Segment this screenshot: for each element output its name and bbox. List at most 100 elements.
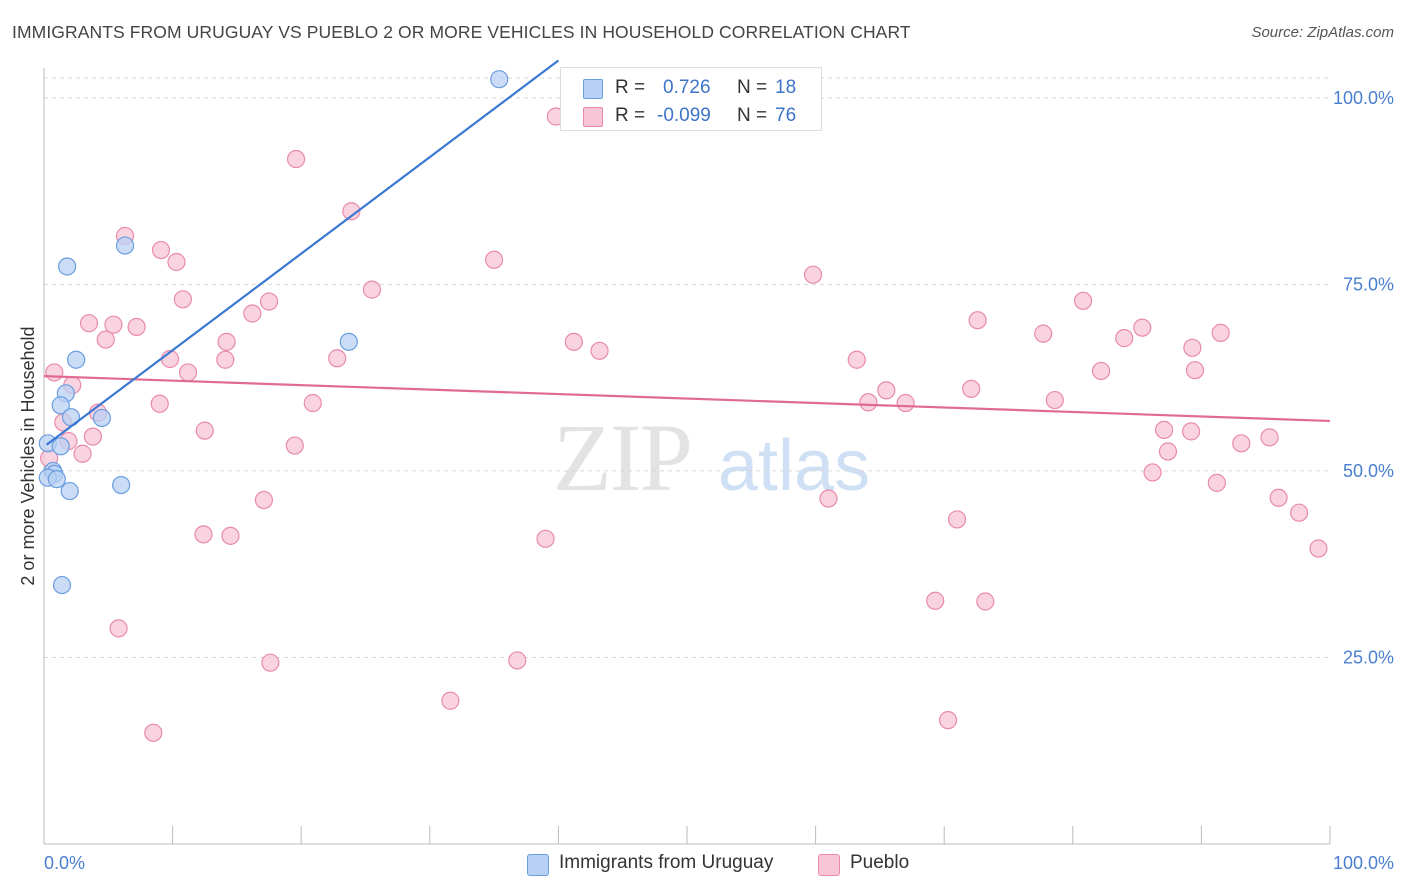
watermark-zip: ZIP (553, 404, 691, 511)
scatter-point (151, 240, 171, 260)
scatter-point (127, 317, 146, 337)
source-credit: Source: ZipAtlas.com (1251, 24, 1394, 41)
legend-r-value: 0.726 (663, 77, 711, 98)
scatter-point (194, 525, 213, 544)
scatter-point (73, 444, 92, 463)
x-ticks (43, 826, 1331, 844)
scatter-point (167, 252, 186, 272)
scatter-point (45, 363, 64, 382)
scatter-point (150, 394, 169, 413)
gridlines (44, 77, 1330, 658)
trend-line-pueblo (43, 375, 1331, 423)
scatter-point (490, 70, 509, 89)
scatter-point (1309, 539, 1328, 558)
scatter-point (485, 250, 504, 269)
scatter-point (96, 330, 115, 349)
scatter-point (1260, 428, 1279, 447)
scatter-point (47, 470, 66, 489)
legend-n-label: N = (737, 77, 768, 98)
scatter-point (285, 436, 304, 455)
scatter-point (1232, 434, 1251, 453)
scatter-point (52, 575, 72, 595)
scatter-point (938, 711, 958, 730)
scatter-point (441, 691, 460, 710)
scatter-point (1185, 361, 1205, 380)
scatter-point (536, 529, 555, 548)
scatter-point (216, 350, 235, 369)
scatter-point (1182, 422, 1201, 441)
scatter-point (195, 421, 214, 440)
y-axis-label: 2 or more Vehicles in Household (18, 326, 38, 585)
scatter-point (109, 619, 128, 638)
legend-n-label: N = (737, 105, 768, 126)
scatter-point (819, 489, 838, 508)
scatter-point (564, 332, 583, 351)
legend-row-uruguay: R = 0.726 N = 18 (561, 73, 821, 101)
scatter-point (173, 290, 192, 309)
scatter-point (947, 510, 967, 529)
scatter-point (221, 526, 240, 545)
scatter-point (1045, 390, 1064, 410)
x-tick-label-max: 100.0% (1333, 853, 1394, 873)
y-tick-label: 100.0% (1333, 88, 1394, 108)
scatter-point (877, 381, 896, 400)
scatter-point (1290, 503, 1309, 522)
watermark: ZIP atlas (553, 404, 870, 511)
scatter-point (115, 236, 135, 255)
scatter-point (362, 280, 382, 299)
scatter-point (51, 437, 70, 456)
scatter-point (112, 476, 131, 495)
scatter-point (1115, 329, 1134, 348)
scatter-point (261, 653, 280, 672)
scatter-point (1073, 291, 1093, 310)
scatter-point (1207, 473, 1226, 492)
stats-legend: R = 0.726 N = 18 R = -0.099 N = 76 (560, 67, 822, 131)
scatter-point (217, 332, 236, 351)
y-tick-label: 50.0% (1343, 461, 1394, 481)
scatter-point (803, 265, 823, 284)
scatter-point (243, 304, 262, 323)
scatter-point (79, 314, 99, 333)
scatter-point (896, 393, 915, 413)
y-tick-label: 75.0% (1343, 274, 1394, 294)
scatter-point (1133, 318, 1152, 337)
scatter-point (1211, 323, 1230, 342)
legend-r-label: R = (615, 77, 646, 98)
scatter-point (67, 350, 86, 369)
scatter-point (92, 408, 111, 428)
scatter-point (508, 651, 527, 670)
scatter-point (968, 311, 987, 330)
legend-swatch-uruguay (527, 854, 549, 876)
scatter-point (926, 591, 945, 610)
scatter-point (254, 490, 274, 510)
scatter-point (303, 393, 322, 413)
legend-n-value: 76 (775, 105, 797, 126)
pueblo-points (40, 106, 1328, 742)
legend-r-value: -0.099 (657, 105, 711, 126)
scatter-point (1269, 488, 1288, 507)
scatter-point (976, 592, 995, 611)
x-tick-label-min: 0.0% (44, 853, 85, 873)
legend-swatch-pink (583, 107, 603, 127)
scatter-point (51, 396, 70, 415)
scatter-point (60, 481, 79, 501)
scatter-point (144, 723, 163, 742)
legend-swatch-pueblo (818, 854, 840, 876)
scatter-point (1158, 442, 1178, 461)
scatter-point (1143, 463, 1162, 482)
y-tick-label: 25.0% (1343, 647, 1394, 667)
scatter-point (342, 202, 361, 221)
chart-title: IMMIGRANTS FROM URUGUAY VS PUEBLO 2 OR M… (12, 22, 911, 42)
scatter-point (328, 349, 347, 368)
legend-label-pueblo: Pueblo (850, 852, 910, 873)
scatter-point (259, 292, 279, 311)
watermark-atlas: atlas (718, 426, 870, 506)
scatter-point (339, 332, 358, 351)
scatter-point (590, 341, 609, 360)
y-tick-labels: 25.0% 50.0% 75.0% 100.0% (1333, 88, 1394, 668)
scatter-point (847, 350, 866, 369)
scatter-point (1155, 420, 1174, 439)
scatter-point (286, 149, 306, 169)
uruguay-points (38, 70, 509, 595)
